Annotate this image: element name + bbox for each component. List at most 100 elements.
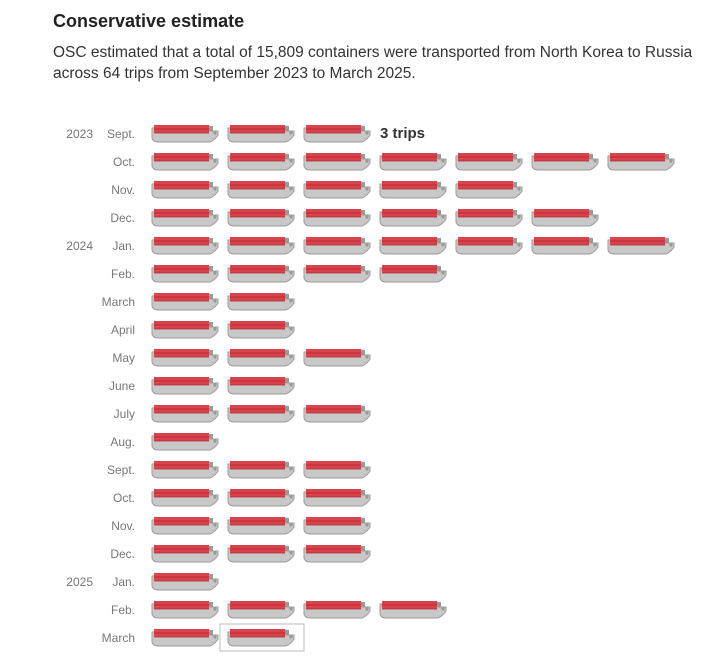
ship-icon bbox=[227, 264, 295, 283]
ship-icon bbox=[151, 572, 219, 591]
ship-icon bbox=[151, 292, 219, 311]
month-label: Dec. bbox=[110, 547, 135, 561]
month-row: Sept. bbox=[107, 460, 371, 479]
trip-count-annotation: 3 trips bbox=[380, 125, 425, 142]
highlighted-ship-box[interactable] bbox=[219, 623, 305, 652]
ship-icon bbox=[151, 152, 219, 171]
ship-icon bbox=[379, 152, 447, 171]
month-label: Jan. bbox=[112, 239, 135, 253]
ship-icon bbox=[227, 236, 295, 255]
ship-icon bbox=[227, 348, 295, 367]
year-label: 2023 bbox=[66, 127, 93, 141]
month-label: July bbox=[114, 407, 135, 421]
ship-icon bbox=[227, 292, 295, 311]
month-label: May bbox=[112, 351, 135, 365]
year-label: 2024 bbox=[66, 239, 93, 253]
ship-icon bbox=[227, 516, 295, 535]
month-label: March bbox=[102, 631, 135, 645]
ship-icon bbox=[151, 376, 219, 395]
ship-icon bbox=[151, 264, 219, 283]
ship-icon bbox=[151, 208, 219, 227]
month-label: Sept. bbox=[107, 127, 135, 141]
month-label: Jan. bbox=[112, 575, 135, 589]
ship-icon bbox=[303, 124, 371, 143]
ship-icon bbox=[303, 236, 371, 255]
month-row: June bbox=[109, 376, 295, 395]
ship-icon bbox=[227, 600, 295, 619]
ship-icon bbox=[531, 152, 599, 171]
ship-icon bbox=[227, 124, 295, 143]
month-row: Feb. bbox=[111, 600, 447, 619]
ship-icon bbox=[151, 348, 219, 367]
ship-icon bbox=[303, 516, 371, 535]
month-row: July bbox=[114, 404, 371, 423]
ship-icon bbox=[151, 180, 219, 199]
month-row: April bbox=[111, 320, 295, 339]
chart-subtitle: OSC estimated that a total of 15,809 con… bbox=[53, 44, 693, 82]
month-row: Nov. bbox=[111, 180, 523, 199]
month-row: March bbox=[102, 623, 305, 652]
ship-icon bbox=[227, 180, 295, 199]
ship-icon bbox=[151, 236, 219, 255]
ship-icon bbox=[151, 544, 219, 563]
ship-icon bbox=[151, 124, 219, 143]
ship-icon bbox=[303, 460, 371, 479]
month-row: Nov. bbox=[111, 516, 371, 535]
month-label: Nov. bbox=[111, 519, 135, 533]
ship-icon bbox=[151, 488, 219, 507]
ship-icon bbox=[151, 432, 219, 451]
ship-icon bbox=[531, 208, 599, 227]
month-label: Nov. bbox=[111, 183, 135, 197]
ship-icon bbox=[303, 264, 371, 283]
month-label: Feb. bbox=[111, 603, 135, 617]
month-label: Oct. bbox=[113, 491, 135, 505]
month-label: June bbox=[109, 379, 135, 393]
month-row: Dec. bbox=[110, 208, 599, 227]
ship-icon bbox=[227, 460, 295, 479]
month-row: May bbox=[112, 348, 371, 367]
month-row: 2024 Jan. bbox=[66, 236, 675, 255]
month-row: March bbox=[102, 292, 295, 311]
ship-icon bbox=[227, 404, 295, 423]
month-row: 2025 Jan. bbox=[66, 572, 219, 591]
month-row: 2023 Sept. 3 trips bbox=[66, 124, 425, 143]
ship-icon bbox=[455, 236, 523, 255]
ship-icon bbox=[607, 236, 675, 255]
ship-icon bbox=[227, 628, 295, 647]
month-label: Sept. bbox=[107, 463, 135, 477]
month-label: Aug. bbox=[110, 435, 135, 449]
ship-icon bbox=[227, 208, 295, 227]
ship-icon bbox=[379, 264, 447, 283]
year-label: 2025 bbox=[66, 575, 93, 589]
ship-icon bbox=[303, 348, 371, 367]
ship-icon bbox=[151, 460, 219, 479]
ship-icon bbox=[227, 376, 295, 395]
ship-icon bbox=[151, 516, 219, 535]
ship-icon bbox=[303, 600, 371, 619]
ship-icon bbox=[379, 208, 447, 227]
ship-icon bbox=[379, 236, 447, 255]
ship-icon bbox=[455, 152, 523, 171]
month-label: April bbox=[111, 323, 135, 337]
ship-icon bbox=[531, 236, 599, 255]
ship-icon bbox=[303, 404, 371, 423]
ship-icon bbox=[227, 488, 295, 507]
ship-icon bbox=[303, 180, 371, 199]
ship-icon bbox=[227, 320, 295, 339]
ship-icon bbox=[303, 208, 371, 227]
month-row: Oct. bbox=[113, 152, 675, 171]
month-row: Oct. bbox=[113, 488, 371, 507]
month-label: Dec. bbox=[110, 211, 135, 225]
ship-icon bbox=[151, 628, 219, 647]
month-row: Feb. bbox=[111, 264, 447, 283]
chart-title: Conservative estimate bbox=[53, 11, 245, 31]
ship-icon bbox=[607, 152, 675, 171]
ship-icon bbox=[379, 600, 447, 619]
ship-icon bbox=[151, 600, 219, 619]
ship-icon bbox=[227, 152, 295, 171]
ship-icon bbox=[151, 320, 219, 339]
ship-icon bbox=[455, 208, 523, 227]
ship-icon bbox=[151, 404, 219, 423]
ship-icon bbox=[303, 544, 371, 563]
